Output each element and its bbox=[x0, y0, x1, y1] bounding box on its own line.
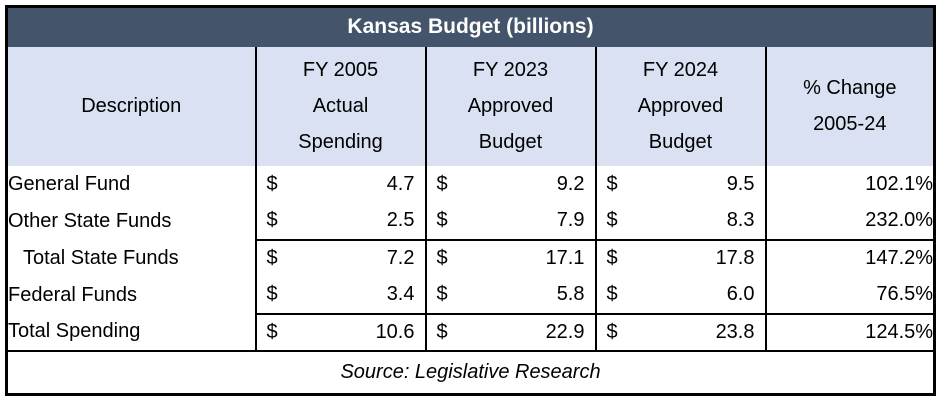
table-row-general-fund: General Fund $4.7 $9.2 $9.5 102.1% bbox=[7, 165, 935, 203]
amount-fy2005: $2.5 bbox=[257, 209, 425, 232]
currency-symbol: $ bbox=[436, 172, 448, 195]
amount-value: 22.9 bbox=[545, 320, 585, 343]
table-title-bar: Kansas Budget (billions) bbox=[6, 6, 935, 47]
pct-change-value: 124.5% bbox=[764, 312, 935, 352]
column-header-fy2024: FY 2024 Approved Budget bbox=[594, 46, 766, 166]
currency-symbol: $ bbox=[436, 283, 448, 305]
row-label: Federal Funds bbox=[8, 283, 137, 306]
pct-change-value: 232.0% bbox=[764, 202, 935, 240]
amount-fy2023: $5.8 bbox=[427, 283, 595, 306]
amount-value: 4.7 bbox=[386, 172, 415, 195]
amount-fy2024: $8.3 bbox=[597, 209, 765, 232]
amount-value: 7.9 bbox=[556, 209, 585, 231]
pct-change-value: 76.5% bbox=[764, 276, 935, 314]
amount-value: 2.5 bbox=[386, 209, 415, 231]
currency-symbol: $ bbox=[266, 209, 278, 231]
column-header-fy2023: FY 2023 Approved Budget bbox=[424, 46, 596, 166]
pct-change-value: 102.1% bbox=[764, 165, 935, 203]
amount-fy2024: $17.8 bbox=[597, 247, 765, 270]
amount-fy2005: $3.4 bbox=[257, 283, 425, 306]
amount-fy2024: $6.0 bbox=[597, 283, 765, 306]
source-note: Source: Legislative Research bbox=[6, 350, 935, 395]
amount-fy2005: $4.7 bbox=[257, 173, 425, 196]
table-row-total-state-funds: Total State Funds $7.2 $17.1 $17.8 147.2… bbox=[7, 238, 935, 277]
row-label: Other State Funds bbox=[8, 209, 172, 232]
amount-value: 9.2 bbox=[556, 172, 585, 195]
table-row-other-state-funds: Other State Funds $2.5 $7.9 $8.3 232.0% bbox=[7, 202, 935, 240]
amount-fy2023: $7.9 bbox=[427, 209, 595, 232]
amount-fy2023: $22.9 bbox=[427, 321, 595, 344]
source-row: Source: Legislative Research bbox=[6, 350, 935, 395]
amount-fy2005: $10.6 bbox=[257, 321, 425, 344]
amount-value: 9.5 bbox=[726, 172, 755, 195]
amount-value: 5.8 bbox=[556, 283, 585, 305]
currency-symbol: $ bbox=[606, 172, 618, 195]
currency-symbol: $ bbox=[606, 320, 618, 343]
pct-change-value: 147.2% bbox=[764, 238, 935, 277]
column-header-description: Description bbox=[6, 46, 256, 166]
amount-value: 23.8 bbox=[715, 320, 755, 343]
currency-symbol: $ bbox=[436, 320, 448, 343]
kansas-budget-table: Kansas Budget (billions) Description FY … bbox=[5, 5, 937, 396]
amount-value: 10.6 bbox=[375, 320, 415, 343]
row-label: Total State Funds bbox=[23, 246, 179, 269]
column-header-fy2005: FY 2005 Actual Spending bbox=[254, 46, 426, 166]
table-row-total-spending: Total Spending $10.6 $22.9 $23.8 124.5% bbox=[6, 312, 935, 352]
currency-symbol: $ bbox=[266, 283, 278, 305]
currency-symbol: $ bbox=[266, 172, 278, 195]
currency-symbol: $ bbox=[606, 209, 618, 231]
amount-value: 8.3 bbox=[726, 209, 755, 231]
currency-symbol: $ bbox=[436, 209, 448, 231]
amount-fy2024: $23.8 bbox=[597, 321, 765, 344]
amount-value: 17.1 bbox=[545, 247, 585, 269]
amount-fy2024: $9.5 bbox=[597, 173, 765, 196]
amount-fy2023: $9.2 bbox=[427, 173, 595, 196]
amount-value: 17.8 bbox=[715, 247, 755, 269]
table-row-federal-funds: Federal Funds $3.4 $5.8 $6.0 76.5% bbox=[7, 276, 935, 314]
column-header-row: Description FY 2005 Actual Spending FY 2… bbox=[6, 46, 935, 166]
table-title: Kansas Budget (billions) bbox=[6, 6, 935, 47]
column-header-pct-change: % Change 2005-24 bbox=[764, 46, 935, 166]
amount-fy2023: $17.1 bbox=[427, 247, 595, 270]
currency-symbol: $ bbox=[606, 247, 618, 269]
currency-symbol: $ bbox=[266, 320, 278, 343]
amount-value: 6.0 bbox=[726, 283, 755, 305]
currency-symbol: $ bbox=[436, 247, 448, 269]
currency-symbol: $ bbox=[606, 283, 618, 305]
row-label: General Fund bbox=[8, 172, 131, 195]
amount-value: 7.2 bbox=[386, 247, 415, 269]
currency-symbol: $ bbox=[266, 247, 278, 269]
row-label: Total Spending bbox=[6, 313, 256, 352]
amount-fy2005: $7.2 bbox=[257, 247, 425, 270]
amount-value: 3.4 bbox=[386, 283, 415, 305]
